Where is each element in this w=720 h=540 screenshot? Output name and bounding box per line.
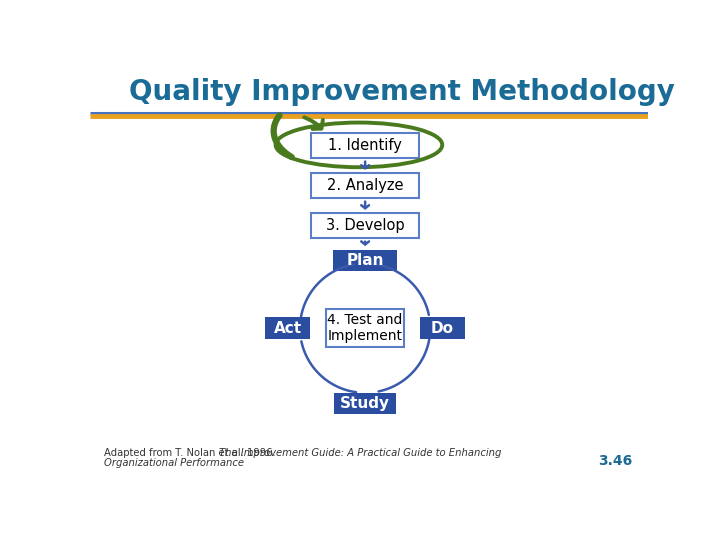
FancyBboxPatch shape	[333, 249, 397, 271]
Text: Do: Do	[431, 321, 454, 336]
FancyBboxPatch shape	[265, 318, 310, 339]
Text: 3.46: 3.46	[598, 454, 632, 468]
FancyBboxPatch shape	[326, 309, 404, 347]
Text: Plan: Plan	[346, 253, 384, 268]
Text: Organizational Performance: Organizational Performance	[104, 457, 244, 468]
Text: 3. Develop: 3. Develop	[326, 218, 405, 233]
FancyBboxPatch shape	[334, 393, 396, 414]
FancyBboxPatch shape	[311, 173, 419, 198]
Text: Study: Study	[340, 396, 390, 411]
Text: 2. Analyze: 2. Analyze	[327, 178, 403, 193]
FancyBboxPatch shape	[311, 213, 419, 238]
FancyBboxPatch shape	[311, 133, 419, 158]
Text: The Improvement Guide: A Practical Guide to Enhancing: The Improvement Guide: A Practical Guide…	[219, 448, 501, 457]
Text: 1. Identify: 1. Identify	[328, 138, 402, 153]
FancyBboxPatch shape	[420, 318, 465, 339]
Text: Quality Improvement Methodology: Quality Improvement Methodology	[129, 78, 675, 106]
Text: Adapted from T. Nolan et al. 1996.: Adapted from T. Nolan et al. 1996.	[104, 448, 279, 457]
Text: 4. Test and
Implement: 4. Test and Implement	[328, 313, 402, 343]
Text: Act: Act	[274, 321, 302, 336]
